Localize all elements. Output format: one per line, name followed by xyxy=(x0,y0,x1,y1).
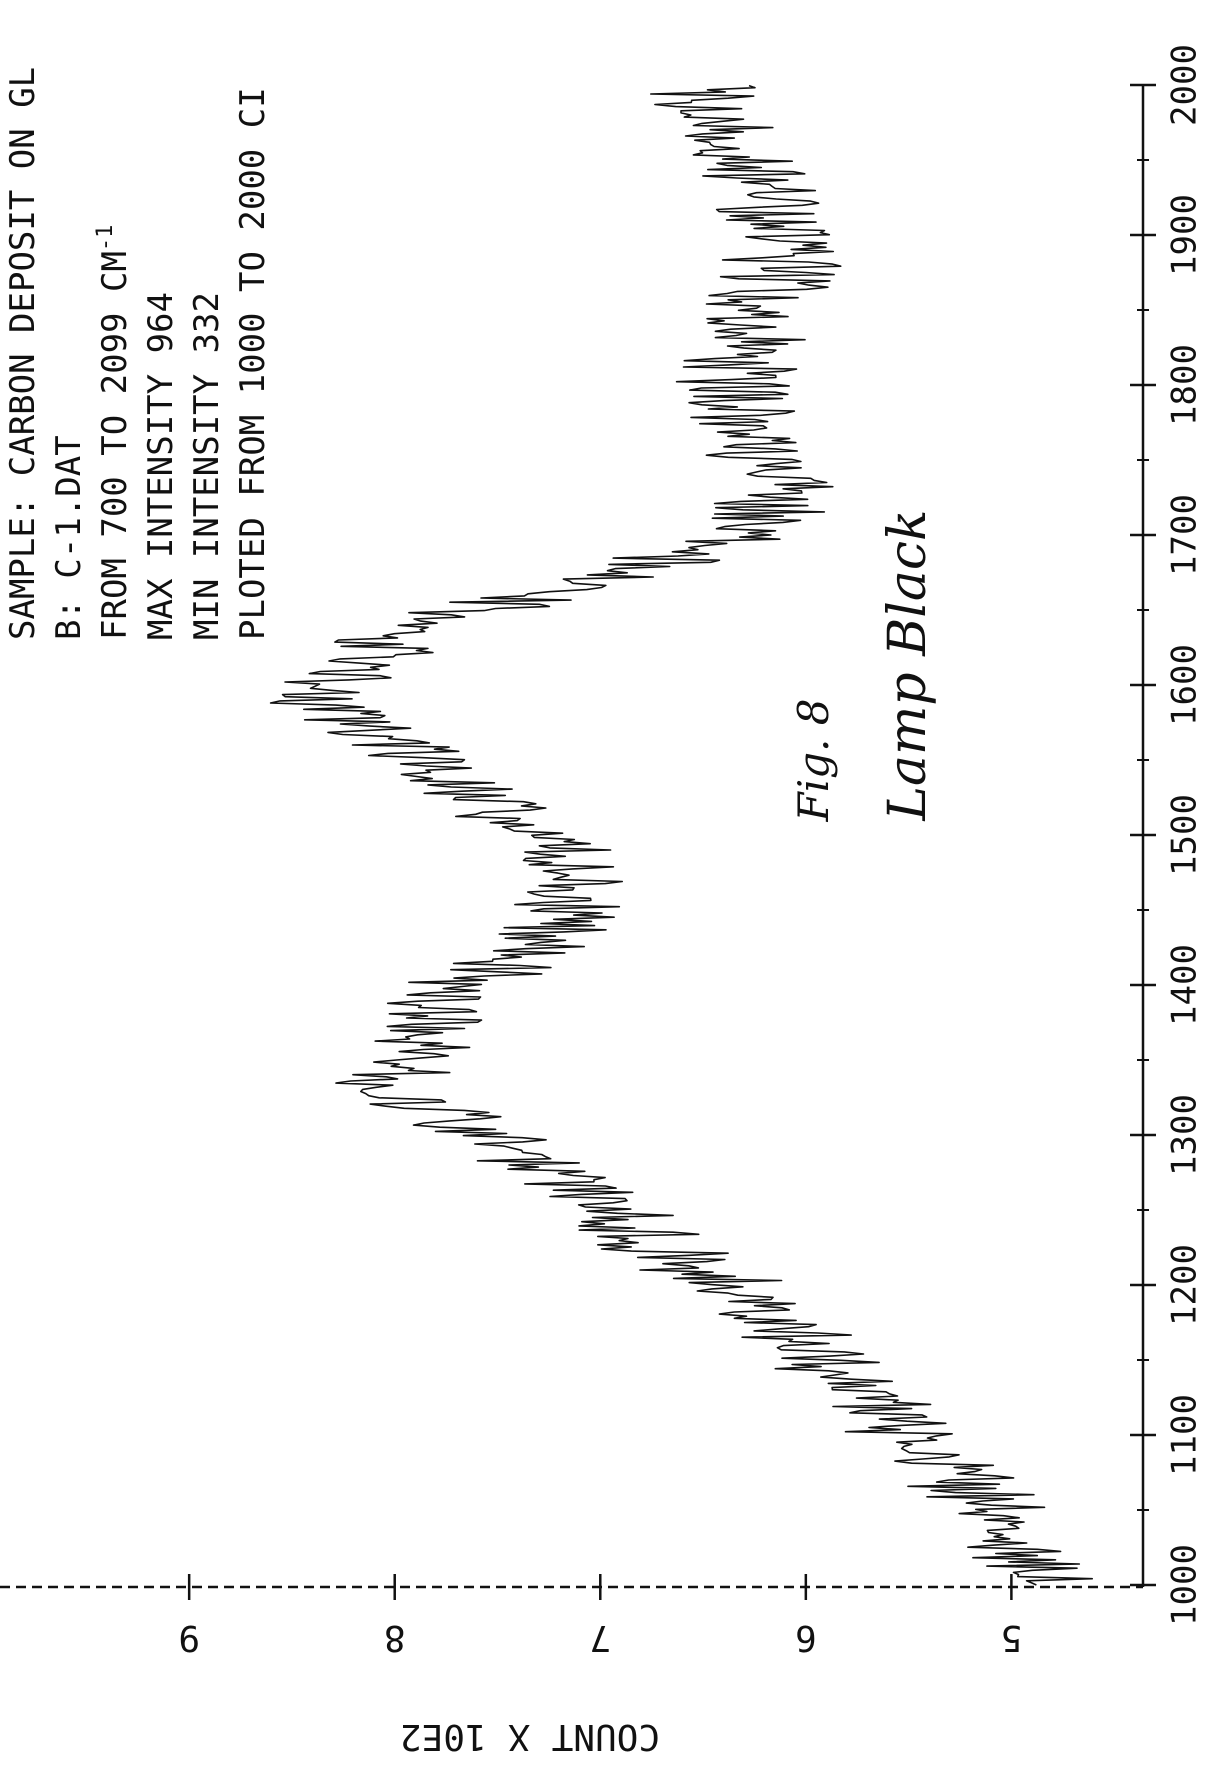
y-tick-label: 9 xyxy=(178,1617,200,1658)
header-line: B: C-1.DAT xyxy=(49,435,89,640)
y-tick-label: 5 xyxy=(1001,1617,1023,1658)
header-superscript: -1 xyxy=(93,225,118,252)
x-tick-label: 1300 xyxy=(1165,1094,1205,1176)
x-tick-label: 1700 xyxy=(1165,494,1205,576)
header-text-block: SAMPLE: CARBON DEPOSIT ON GL B: C-1.DAT FR… xyxy=(3,67,273,640)
x-tick-label: 1200 xyxy=(1165,1244,1205,1326)
x-tick-label: 1800 xyxy=(1165,344,1205,426)
y-tick-label: 6 xyxy=(795,1617,817,1658)
spectrum-plot: 1000 1100 1200 1300 1400 1500 1600 1700 1800 1900… xyxy=(0,44,1205,1757)
x-axis-ticks: 1000 1100 1200 1300 1400 1500 1600 1700 1800 1900… xyxy=(1130,44,1205,1626)
y-tick-label: 8 xyxy=(384,1617,406,1658)
x-tick-label: 1500 xyxy=(1165,794,1205,876)
x-tick-label: 1100 xyxy=(1165,1394,1205,1476)
header-line: SAMPLE: CARBON DEPOSIT ON GL xyxy=(3,67,43,640)
y-axis-title: COUNT X 10E2 xyxy=(400,1716,660,1757)
handwritten-title: Lamp Black xyxy=(878,509,938,821)
header-line: MAX INTENSITY 964 xyxy=(141,292,181,640)
spectrum-series-line xyxy=(269,84,1093,1586)
figure-label: Fig. 8 xyxy=(789,699,838,823)
x-tick-label: 1400 xyxy=(1165,944,1205,1026)
y-tick-label: 7 xyxy=(589,1617,611,1658)
x-tick-label: 2000 xyxy=(1165,44,1205,126)
x-tick-label: 1000 xyxy=(1165,1544,1205,1626)
header-line: PLOTED FROM 1000 TO 2000 CI xyxy=(233,87,273,640)
header-line: MIN INTENSITY 332 xyxy=(187,292,227,640)
header-line: FROM 700 TO 2099 CM-1 xyxy=(93,225,135,640)
y-axis-ticks: 5 6 7 8 9 xyxy=(178,1574,1022,1658)
x-tick-label: 1900 xyxy=(1165,194,1205,276)
x-tick-label: 1600 xyxy=(1165,644,1205,726)
